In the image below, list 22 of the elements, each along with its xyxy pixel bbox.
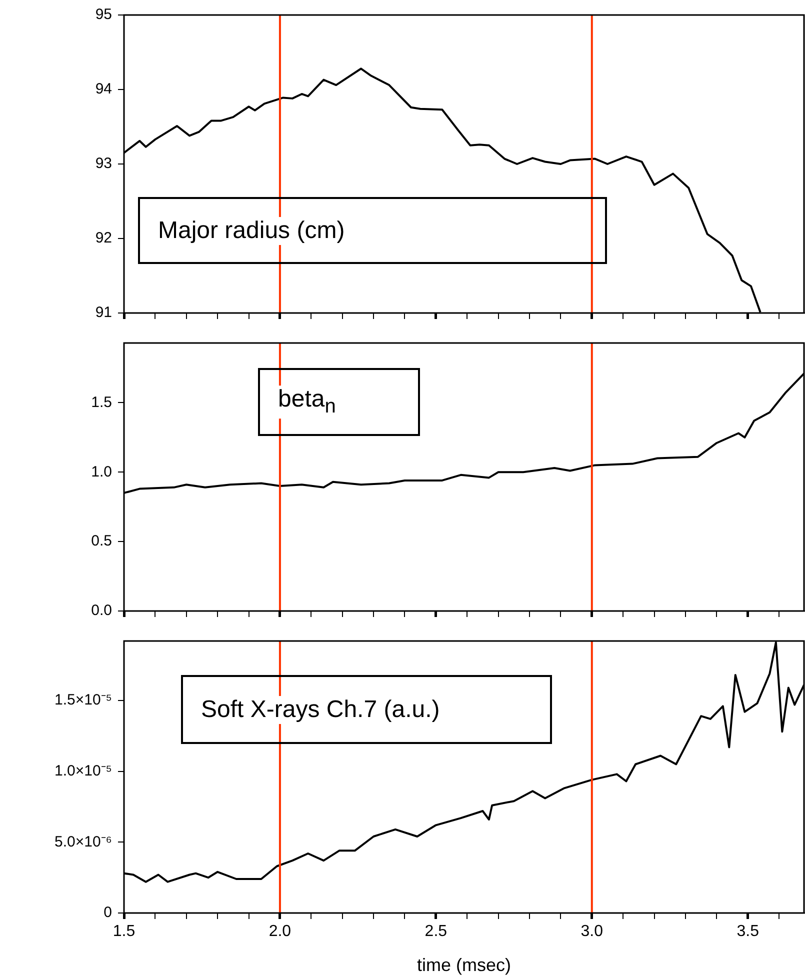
annotation: Major radius (cm) [154, 216, 349, 244]
y-tick-label: 95 [95, 6, 112, 24]
x-tick-label: 1.5 [112, 923, 136, 940]
y-tick-label: 1.5×10⁻⁵ [54, 692, 112, 709]
y-tick-label: 91 [95, 304, 112, 322]
y-tick-label: 5.0×10⁻⁶ [54, 833, 112, 850]
annotation: beta$_{n}$ [274, 386, 340, 418]
y-tick-label: 92 [95, 230, 112, 247]
y-tick-label: 1.0 [91, 463, 112, 480]
y-tick-label: 0 [104, 904, 112, 922]
y-tick-label: 1.0×10⁻⁵ [54, 762, 112, 780]
annotation: Soft X-rays Ch.7 (a.u.) [197, 696, 444, 724]
y-tick-label: 0.0 [91, 602, 112, 620]
x-tick-label: 2.0 [268, 923, 292, 940]
x-tick-label: 3.5 [736, 923, 760, 940]
x-axis-title: time (msec) [417, 955, 511, 976]
y-tick-label: 0.5 [91, 532, 112, 550]
y-tick-label: 1.5 [91, 394, 112, 411]
x-tick-label: 2.5 [424, 923, 448, 940]
y-tick-label: 93 [95, 155, 112, 172]
y-tick-label: 94 [95, 80, 112, 98]
x-tick-label: 3.0 [580, 923, 604, 940]
